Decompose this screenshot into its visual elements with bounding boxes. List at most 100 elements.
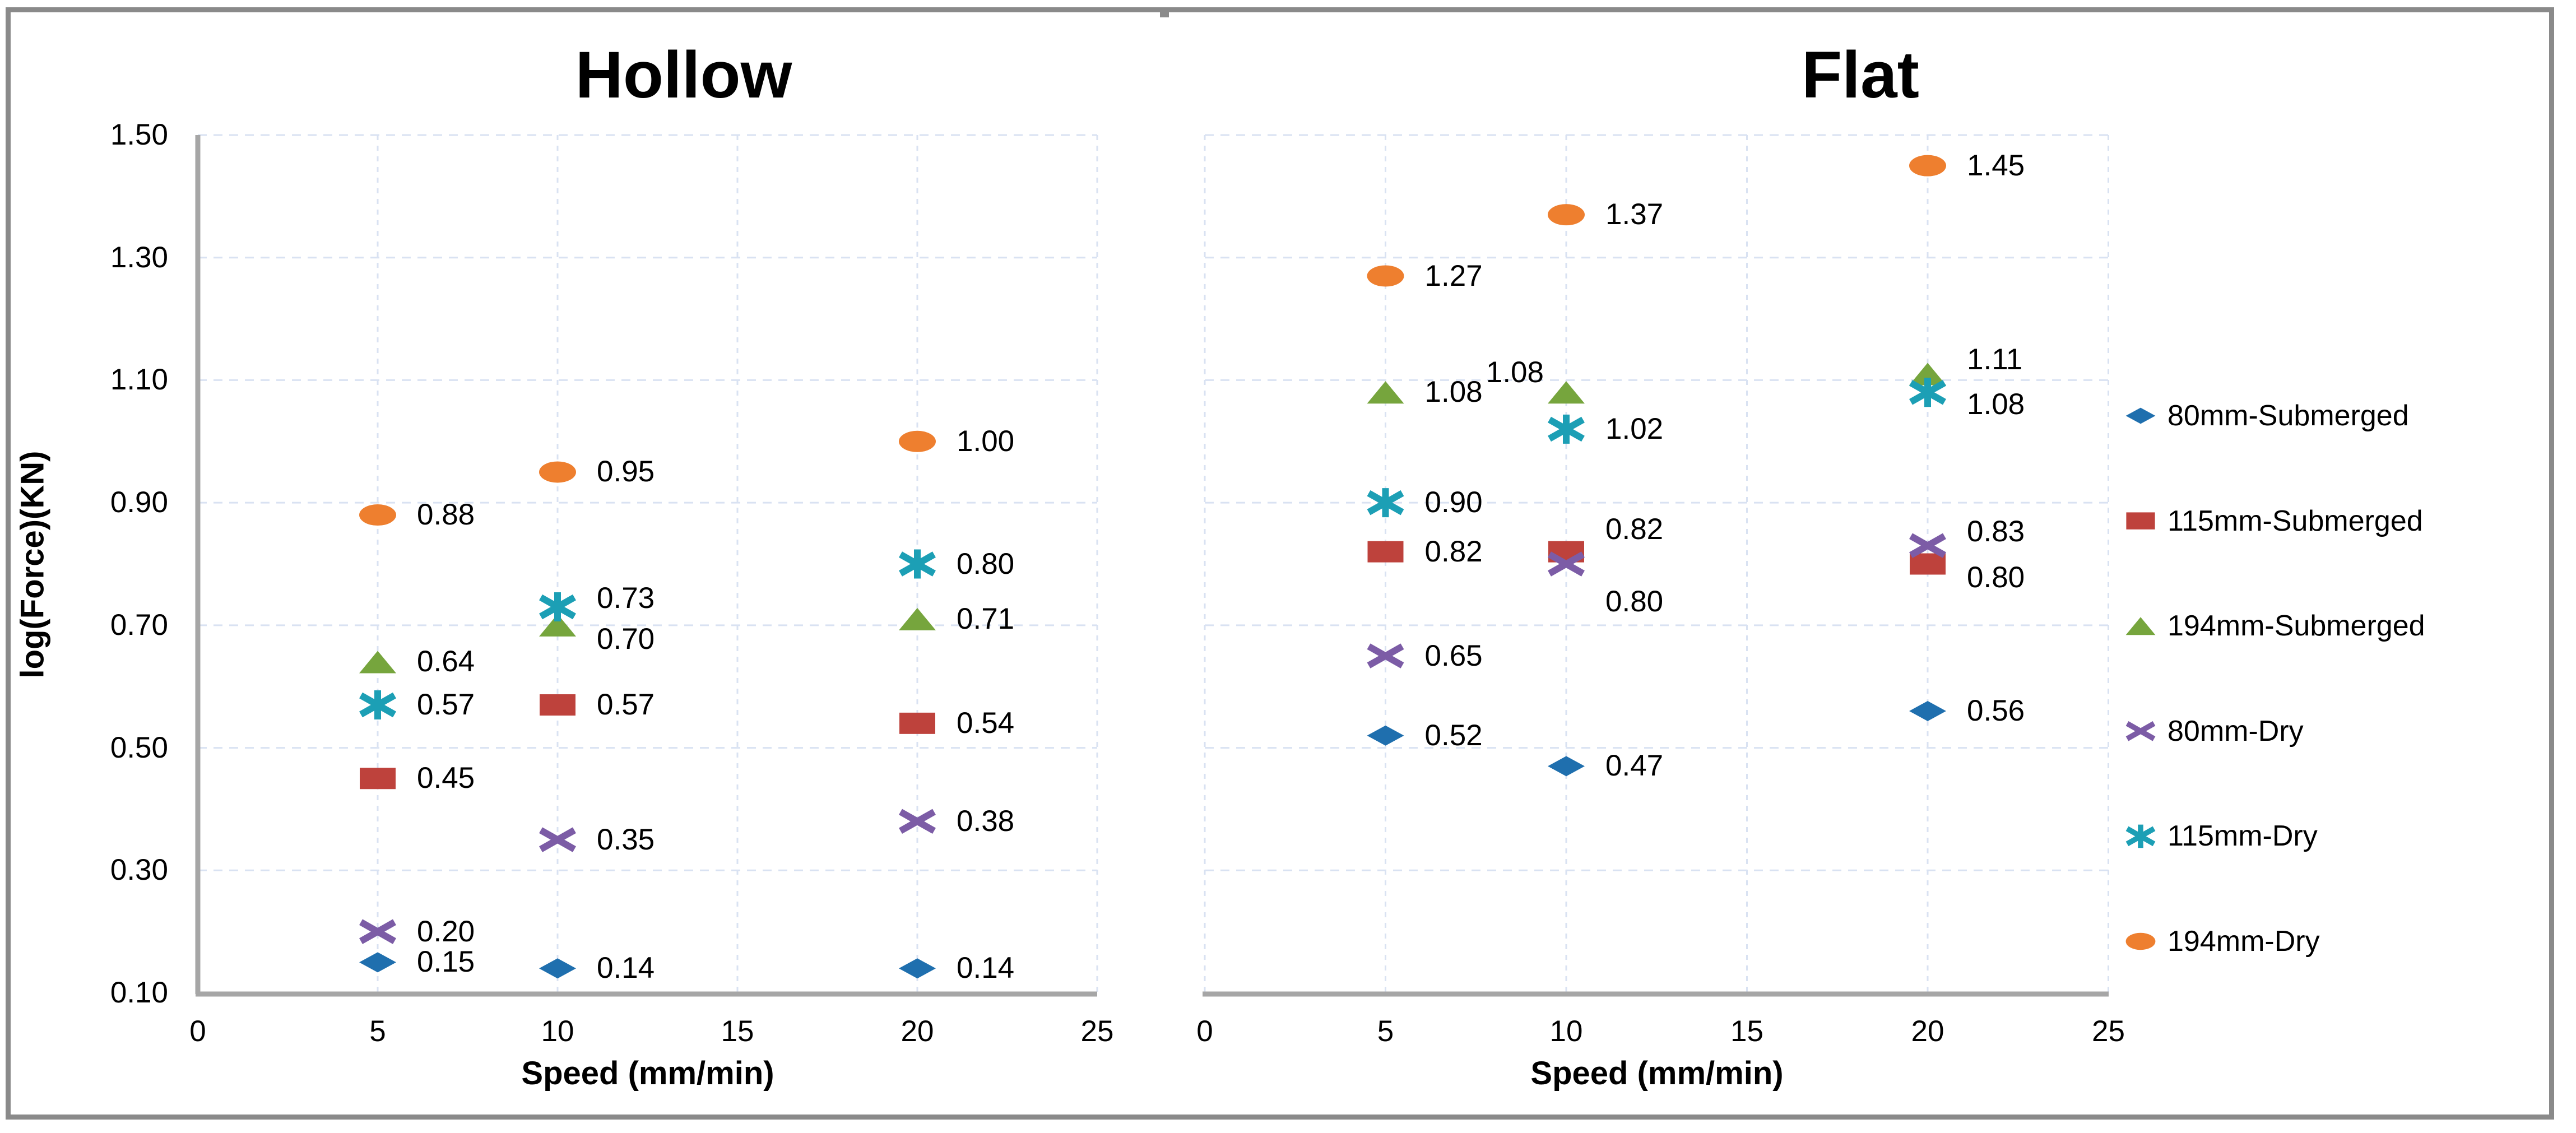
data-point-label: 0.95 <box>597 455 655 489</box>
triangle-marker <box>2125 617 2156 635</box>
y-tick-label: 0.50 <box>110 731 168 764</box>
x-tick-label: 5 <box>369 1015 386 1048</box>
triangle-marker <box>1909 363 1946 386</box>
x-tick-label: 0 <box>1196 1015 1213 1048</box>
data-point-label: 1.45 <box>1967 148 2025 182</box>
data-point-label: 0.45 <box>417 761 475 795</box>
x-tick-label: 15 <box>1730 1015 1763 1048</box>
data-point-label: 0.70 <box>597 622 655 656</box>
star-marker <box>359 690 396 720</box>
data-point-label: 0.15 <box>417 945 475 979</box>
x-marker <box>1367 643 1404 668</box>
data-point-label: 0.90 <box>1424 486 1483 519</box>
x-axis-title-flat: Speed (mm/min) <box>1530 1055 1784 1092</box>
data-point-label: 0.82 <box>1605 512 1664 546</box>
y-axis-title: log(Force)(KN) <box>14 451 51 679</box>
data-point-label: 0.14 <box>957 951 1015 985</box>
circle-marker <box>539 461 576 483</box>
circle-marker <box>1367 265 1404 287</box>
data-point-label: 0.88 <box>417 498 475 531</box>
x-tick-label: 15 <box>721 1015 754 1048</box>
data-point-label: 1.27 <box>1424 259 1483 292</box>
chart-title-flat: Flat <box>1802 38 1919 112</box>
triangle-marker <box>1548 381 1585 404</box>
legend-item-label: 194mm-Submerged <box>2167 610 2425 643</box>
star-marker <box>899 549 936 579</box>
data-point-label: 0.52 <box>1424 718 1483 752</box>
chart-title-hollow: Hollow <box>575 38 792 112</box>
triangle-marker <box>899 607 936 630</box>
panel-divider <box>1160 12 1169 17</box>
data-point-label: 0.71 <box>957 602 1015 635</box>
triangle-marker <box>1367 381 1404 404</box>
x-tick-label: 25 <box>2092 1015 2125 1048</box>
y-tick-label: 1.50 <box>110 118 168 151</box>
x-marker <box>1909 533 1946 558</box>
data-point-label: 1.08 <box>1967 388 2025 421</box>
data-point-label: 0.64 <box>417 645 475 679</box>
x-axis-title-hollow: Speed (mm/min) <box>521 1055 774 1092</box>
square-marker <box>899 712 935 734</box>
data-point-label: 1.37 <box>1605 198 1664 231</box>
legend-item-label: 115mm-Submerged <box>2167 504 2423 537</box>
data-point-label: 0.82 <box>1424 535 1483 568</box>
x-tick-label: 0 <box>189 1015 206 1048</box>
circle-marker <box>1548 204 1585 226</box>
data-point-label: 1.00 <box>957 424 1015 458</box>
diamond-marker <box>2125 407 2156 424</box>
diamond-marker <box>1548 756 1585 777</box>
data-point-label: 0.20 <box>417 914 475 948</box>
diamond-marker <box>899 958 936 979</box>
data-point-label: 0.65 <box>1424 639 1483 672</box>
diamond-marker <box>1909 700 1946 721</box>
figure-frame <box>6 7 2554 1120</box>
data-point-label: 0.57 <box>597 688 655 722</box>
data-point-label: 0.56 <box>1967 694 2025 727</box>
x-tick-label: 20 <box>1911 1015 1944 1048</box>
x-tick-label: 25 <box>1080 1015 1114 1048</box>
data-point-label: 0.80 <box>1967 560 2025 594</box>
data-point-label: 0.73 <box>597 582 655 615</box>
legend-item-label: 80mm-Dry <box>2167 714 2304 747</box>
square-marker <box>1367 541 1404 563</box>
circle-marker <box>2125 932 2156 950</box>
triangle-marker <box>359 651 396 674</box>
circle-marker <box>359 504 396 526</box>
diamond-marker <box>539 958 576 979</box>
y-tick-label: 0.90 <box>110 486 168 519</box>
data-point-label: 0.35 <box>597 823 655 856</box>
legend-item-label: 115mm-Dry <box>2167 820 2318 853</box>
data-point-label: 1.02 <box>1605 412 1664 445</box>
x-tick-label: 10 <box>1549 1015 1583 1048</box>
x-tick-label: 10 <box>541 1015 574 1048</box>
data-point-label: 0.80 <box>1605 584 1664 618</box>
y-tick-label: 0.10 <box>110 976 168 1009</box>
star-marker <box>2125 824 2156 848</box>
y-tick-label: 0.70 <box>110 608 168 642</box>
diamond-marker <box>359 952 396 973</box>
star-marker <box>1909 378 1946 407</box>
data-point-label: 0.47 <box>1605 749 1664 783</box>
data-point-label: 0.57 <box>417 688 475 722</box>
x-marker <box>359 919 396 944</box>
y-tick-label: 1.30 <box>110 240 168 274</box>
data-point-label: 1.08 <box>1424 375 1483 409</box>
data-point-label: 0.83 <box>1967 514 2025 548</box>
x-tick-label: 20 <box>901 1015 934 1048</box>
data-point-label: 0.80 <box>957 547 1015 581</box>
star-marker <box>539 592 576 622</box>
legend-item-label: 194mm-Dry <box>2167 925 2320 958</box>
square-marker <box>540 694 575 716</box>
y-tick-label: 0.30 <box>110 853 168 887</box>
x-tick-label: 5 <box>1377 1015 1394 1048</box>
x-marker <box>539 827 576 852</box>
x-marker <box>1548 551 1585 577</box>
data-point-label: 0.14 <box>597 951 655 985</box>
legend-item-label: 80mm-Submerged <box>2167 400 2409 432</box>
x-marker <box>2125 721 2156 741</box>
diamond-marker <box>1367 725 1404 746</box>
data-point-label: 1.08 <box>1486 356 1544 389</box>
data-point-label: 1.11 <box>1967 343 2023 377</box>
